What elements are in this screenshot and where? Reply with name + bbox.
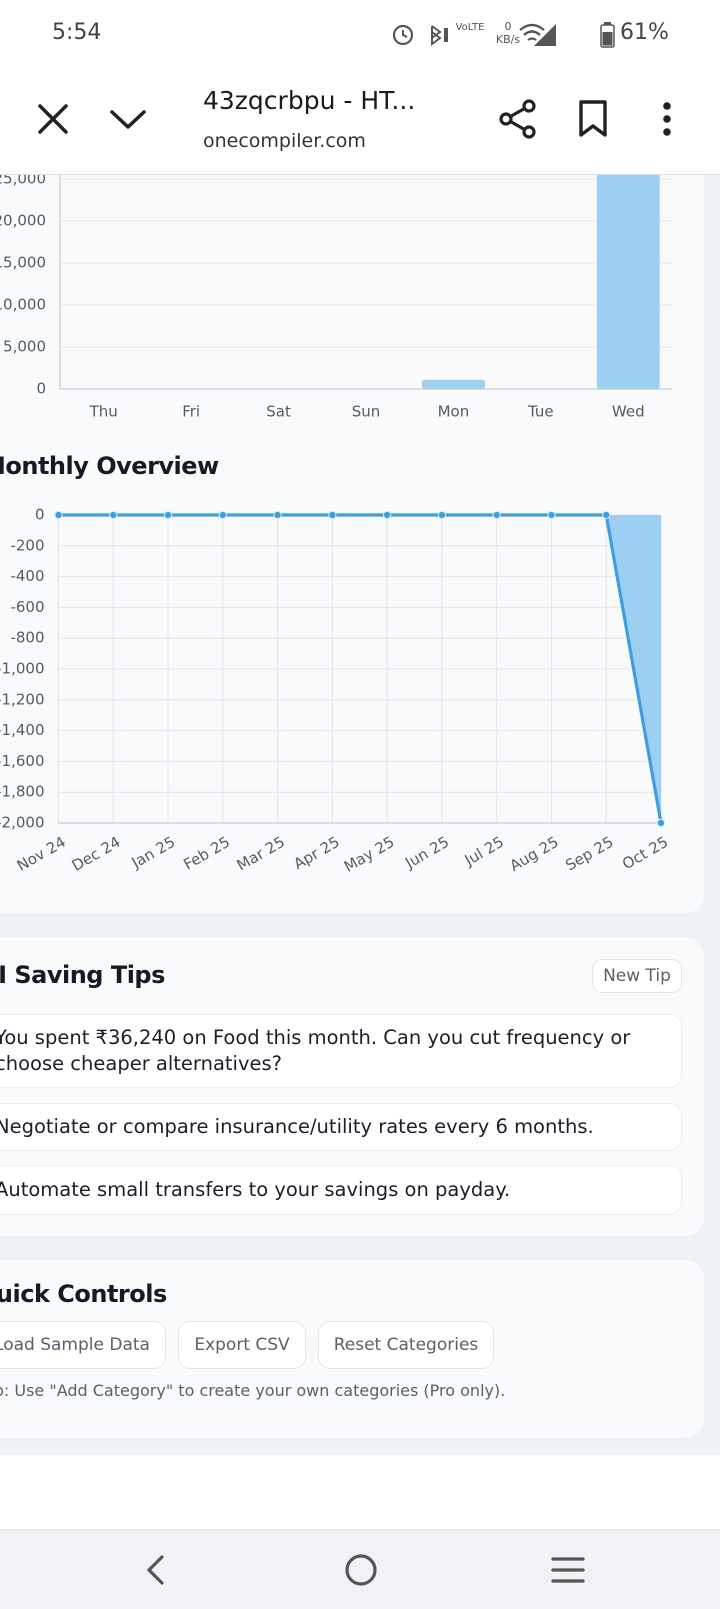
point: [383, 510, 392, 520]
monthly-title: Monthly Overview: [0, 452, 219, 480]
export-csv-button[interactable]: Export CSV: [178, 1321, 306, 1369]
y-tick-label: -200: [10, 536, 44, 554]
network-speed: 0: [504, 20, 512, 33]
page-url: onecompiler.com: [203, 130, 366, 152]
page-title: 43zqcrbpu - HT...: [203, 86, 416, 115]
x-tick-label: Wed: [612, 403, 645, 421]
navigation-bar: [0, 1529, 720, 1609]
bar: [596, 137, 660, 389]
point: [547, 510, 556, 520]
tip-item: Automate small transfers to your savings…: [0, 1165, 682, 1215]
share-button[interactable]: [498, 98, 538, 140]
close-button[interactable]: [36, 102, 70, 136]
point: [492, 510, 501, 520]
y-tick-label: 15,000: [0, 254, 46, 272]
point: [109, 510, 118, 520]
point: [328, 510, 337, 520]
x-tick-label: Tue: [527, 403, 554, 421]
y-tick-label: -1,200: [0, 690, 45, 708]
network-unit: KB/s: [495, 33, 521, 46]
y-tick-label: -1,400: [0, 721, 45, 739]
y-tick-label: 20,000: [0, 212, 46, 230]
tip-text: Automate small transfers to your savings…: [0, 1178, 511, 1201]
y-tick-label: 10,000: [0, 296, 46, 314]
browser-toolbar: 43zqcrbpu - HT... onecompiler.com: [0, 72, 720, 175]
point: [218, 510, 227, 520]
point: [656, 818, 666, 828]
svg-text:VoLTE: VoLTE: [456, 22, 485, 33]
x-tick-label: Fri: [182, 403, 200, 421]
y-tick-label: -400: [10, 567, 44, 585]
home-button[interactable]: [343, 1552, 379, 1588]
collapse-button[interactable]: [108, 106, 148, 132]
x-tick-label: Sat: [266, 403, 291, 421]
x-tick-label: Mon: [438, 403, 470, 421]
point: [54, 510, 63, 520]
y-tick-label: 5,000: [3, 338, 46, 356]
y-tick-label: 0: [35, 506, 45, 524]
y-tick-label: 0: [36, 380, 46, 398]
point: [273, 510, 282, 520]
y-tick-label: -1,000: [0, 660, 45, 678]
y-tick-label: -1,800: [0, 783, 45, 801]
tip-text: Negotiate or compare insurance/utility r…: [0, 1115, 594, 1138]
point: [602, 510, 611, 520]
battery-level: 61%: [620, 20, 669, 45]
menu-button[interactable]: [658, 100, 676, 138]
status-bar: 5:54 VoLTE 0 KB/s 61%: [0, 0, 720, 72]
status-icons: VoLTE: [392, 22, 556, 46]
clock: 5:54: [52, 20, 102, 45]
y-tick-label: -800: [10, 629, 44, 647]
y-tick-label: -600: [10, 598, 44, 616]
tips-title: AI Saving Tips: [0, 961, 165, 989]
controls-title: Quick Controls: [0, 1280, 167, 1308]
bar: [421, 379, 485, 389]
controls-tip: Tip: Use "Add Category" to create your o…: [0, 1381, 506, 1400]
point: [437, 510, 447, 520]
bookmark-button[interactable]: [578, 99, 608, 139]
reset-categories-button[interactable]: Reset Categories: [318, 1321, 494, 1369]
x-tick-label: Sun: [352, 403, 381, 421]
battery-icon: [600, 22, 615, 48]
point: [163, 510, 173, 520]
recents-button[interactable]: [550, 1554, 586, 1586]
x-tick-label: Thu: [89, 403, 118, 421]
y-tick-label: -2,000: [0, 814, 45, 832]
y-tick-label: -1,600: [0, 752, 45, 770]
tip-item: Negotiate or compare insurance/utility r…: [0, 1103, 682, 1151]
load-sample-button[interactable]: Load Sample Data: [0, 1321, 166, 1369]
new-tip-button[interactable]: New Tip: [592, 959, 682, 993]
tip-text: You spent ₹36,240 on Food this month. Ca…: [0, 1026, 631, 1075]
tip-item: You spent ₹36,240 on Food this month. Ca…: [0, 1014, 682, 1088]
line: [58, 513, 663, 824]
back-button[interactable]: [140, 1554, 170, 1586]
